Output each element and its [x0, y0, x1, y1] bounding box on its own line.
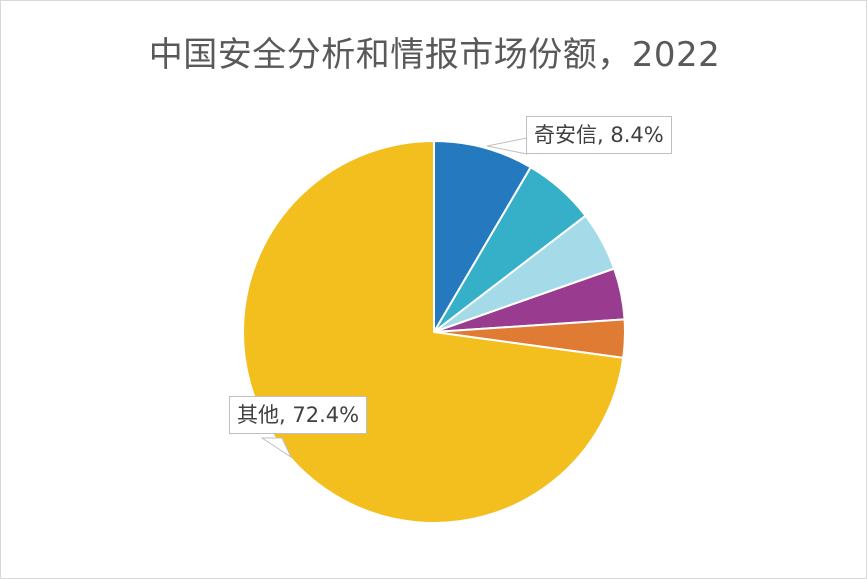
callout-pointer-other	[260, 437, 293, 459]
pie-slice-qianxin	[433, 140, 532, 333]
data-label-other: 其他, 72.4%	[229, 396, 368, 434]
data-label-qianxin: 奇安信, 8.4%	[526, 116, 672, 154]
pie-slices	[242, 140, 626, 524]
chart-title: 中国安全分析和情报市场份额，2022	[148, 35, 721, 75]
